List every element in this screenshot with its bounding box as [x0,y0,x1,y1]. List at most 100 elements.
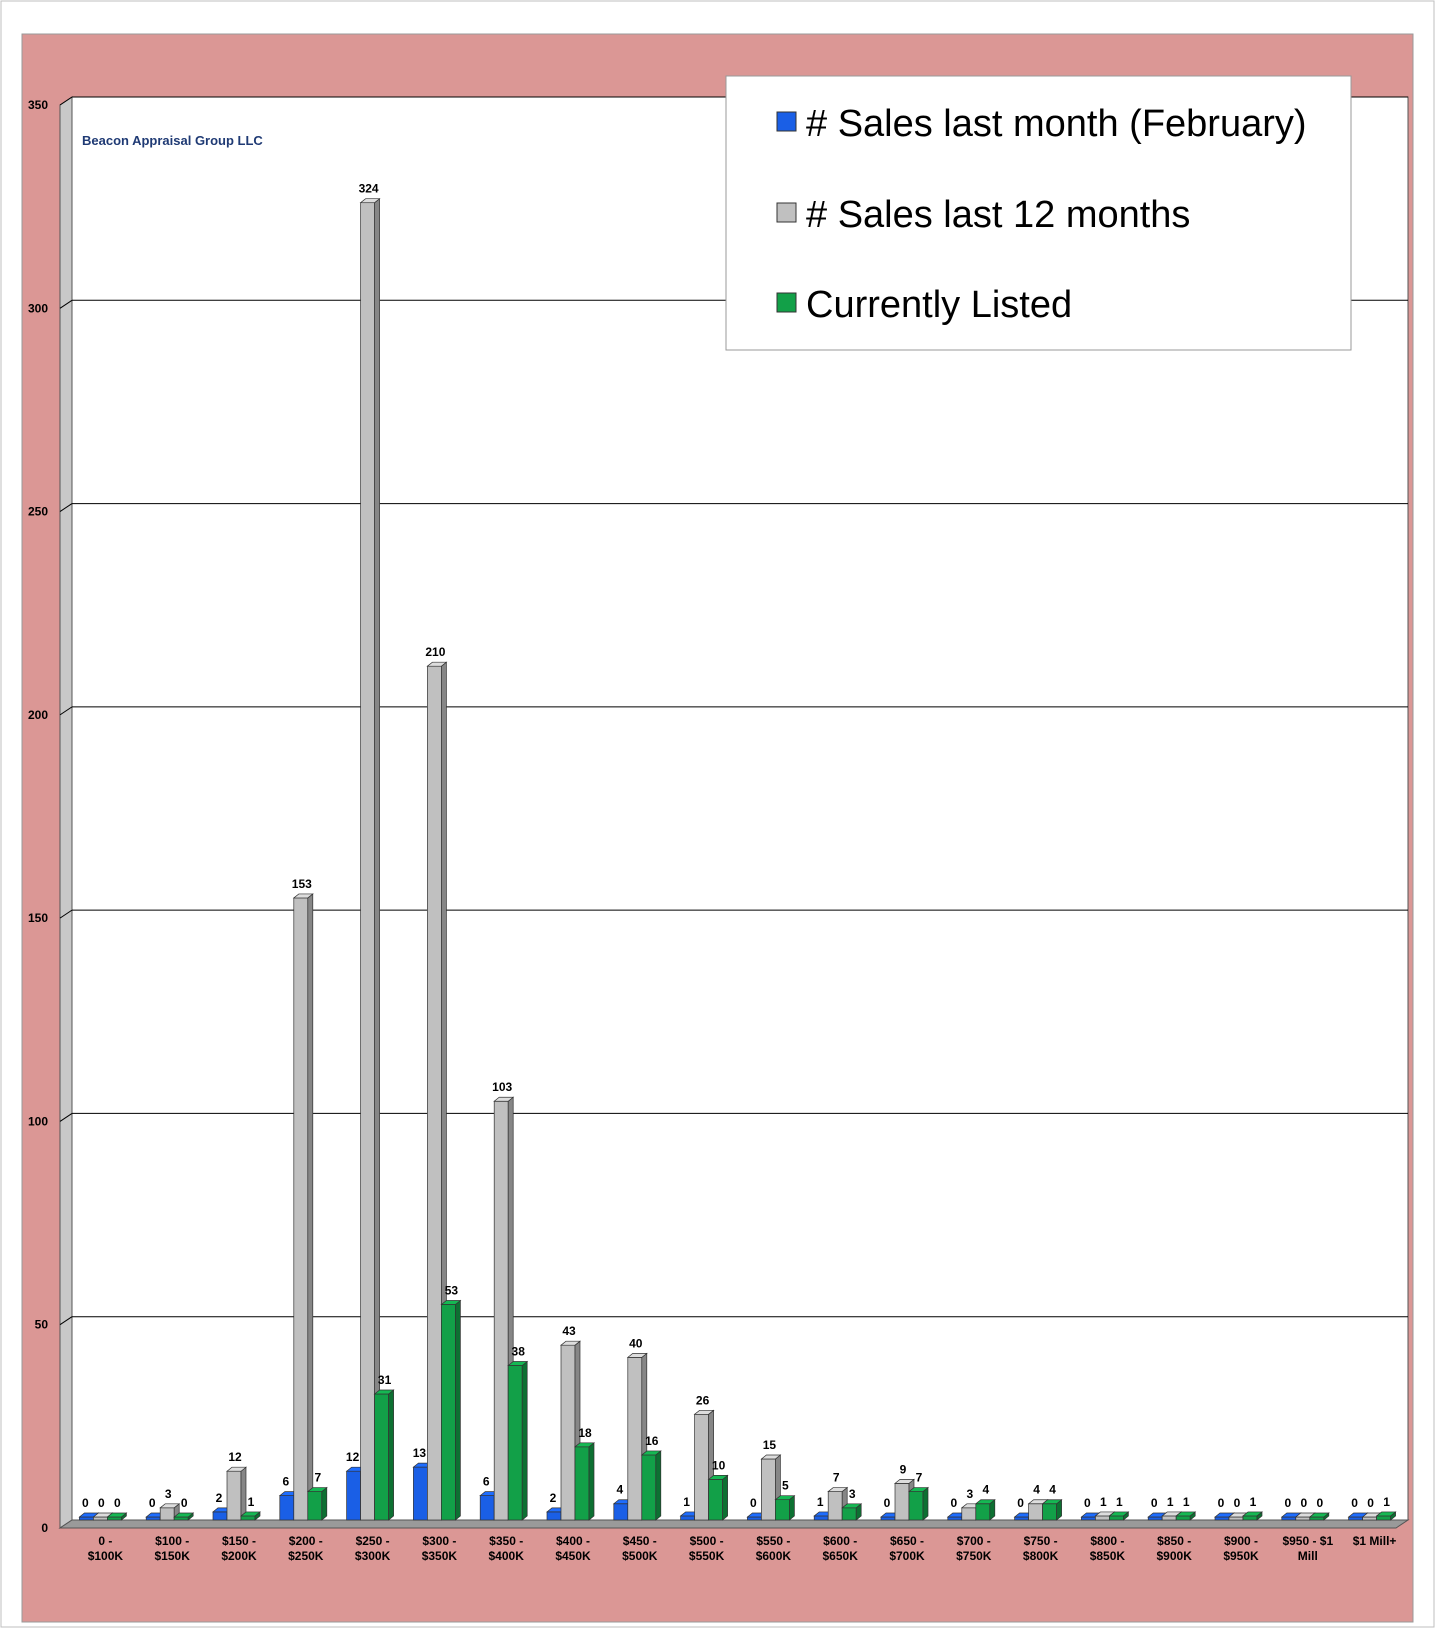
data-label: 18 [578,1426,592,1440]
bar [841,1507,857,1521]
x-tick-label: $300 -$350K [422,1534,458,1563]
bar-top [1308,1512,1330,1518]
bar [1175,1515,1191,1521]
bar [894,1483,910,1521]
data-label: 0 [1017,1496,1024,1510]
bar [307,1491,323,1521]
bar [1309,1516,1325,1521]
bar [507,1365,523,1521]
data-label: 1 [1250,1495,1257,1509]
data-label: 0 [884,1496,891,1510]
bar [493,1100,509,1521]
bar [975,1503,991,1521]
bar [1348,1516,1363,1521]
data-label: 10 [712,1458,726,1472]
gridline-wall [59,96,73,106]
bar-top [373,1389,395,1395]
bar [813,1515,829,1521]
data-label: 3 [165,1487,172,1501]
x-tick-label-line: $850K [1090,1549,1126,1563]
bar-top [1108,1511,1130,1517]
plot-floor [58,1519,1410,1529]
bar-side [374,197,380,1521]
bar [1161,1515,1177,1521]
bar [374,1393,389,1521]
data-label: 0 [1218,1496,1225,1510]
data-label: 0 [82,1496,89,1510]
bar [627,1357,643,1521]
bar [346,1470,361,1521]
x-tick-label-line: $800 - [1090,1534,1124,1548]
data-label: 0 [1367,1496,1374,1510]
bar-top [827,1487,849,1492]
data-label: 0 [1234,1496,1241,1510]
bar-top [440,1300,462,1305]
bar-top [774,1495,796,1501]
data-label: 43 [562,1324,576,1338]
data-label: 7 [916,1471,923,1485]
bar [560,1344,576,1521]
legend: # Sales last month (February) # Sales las… [725,75,1352,351]
bar [1081,1516,1096,1521]
bar-top [1041,1499,1063,1505]
bar-top [359,198,381,204]
data-label: 1 [1116,1495,1123,1509]
data-label: 53 [445,1284,459,1298]
bar-top [626,1353,648,1358]
x-tick-label-line: $950 - $1 [1282,1534,1333,1548]
bar-side [321,1486,328,1521]
y-tick-label: 300 [28,301,48,315]
x-tick-label-line: $250 - [356,1534,390,1548]
gridline-wall [59,299,73,309]
bar-top [1175,1511,1197,1517]
bar-top [159,1503,181,1509]
data-label: 0 [1351,1496,1358,1510]
bar [908,1491,924,1521]
bar [279,1495,295,1521]
y-tick-label: 100 [28,1114,48,1128]
bar-top [426,661,448,667]
x-tick-label: $700 -$750K [956,1534,992,1563]
bar [240,1515,256,1521]
bar [212,1511,228,1521]
x-tick-label-line: $200K [221,1549,257,1563]
data-label: 0 [950,1496,957,1510]
bar-top [292,893,314,899]
data-label: 0 [1151,1496,1158,1510]
bar [1295,1516,1311,1521]
legend-label: Currently Listed [806,284,1072,326]
x-tick-label-line: $550 - [756,1534,790,1548]
x-tick-label-line: $150 - [222,1534,256,1548]
bars-layer [78,197,1397,1521]
x-tick-label-line: $600K [756,1549,792,1563]
data-label: 103 [492,1080,512,1094]
gridline-wall [59,706,73,716]
legend-box [725,75,1352,351]
data-label: 40 [629,1336,643,1350]
bar-top [640,1450,662,1456]
data-label: 4 [1033,1483,1040,1497]
x-tick-label: $400 -$450K [555,1534,591,1563]
x-tick-label-line: Mill [1298,1549,1318,1563]
data-label: 4 [982,1483,989,1497]
bar [293,897,309,1521]
x-tick-label-line: $750K [956,1549,992,1563]
x-tick-label-line: $700K [889,1549,925,1563]
bar [947,1516,963,1521]
bar [680,1515,695,1521]
bar [708,1478,723,1521]
bar-side [922,1486,929,1521]
y-tick-label: 200 [28,708,48,722]
x-tick-label: $200 -$250K [288,1534,324,1563]
bar [79,1516,94,1521]
bar-top [240,1511,261,1517]
x-tick-label-line: $300K [355,1549,391,1563]
bar [1362,1516,1377,1521]
data-label: 153 [292,877,312,891]
data-label: 2 [550,1491,557,1505]
x-tick-label: $250 -$300K [355,1534,391,1563]
gridline-wall [59,503,73,512]
bar [761,1458,776,1521]
